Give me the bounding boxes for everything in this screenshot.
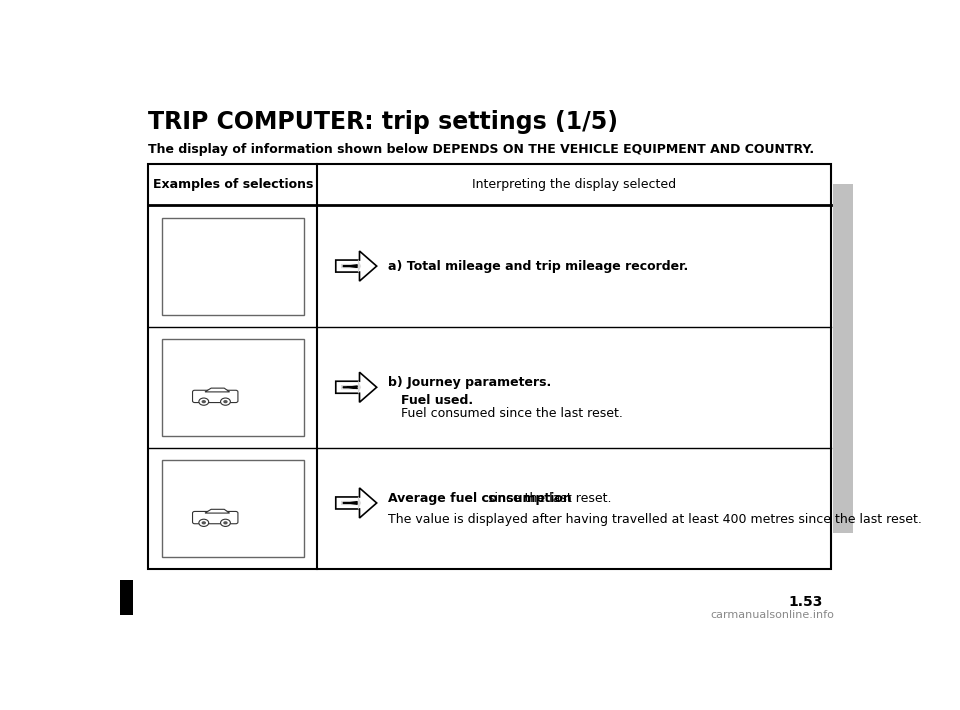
Polygon shape [336, 251, 376, 281]
Polygon shape [341, 380, 361, 395]
Circle shape [221, 398, 230, 405]
Text: Fuel used.: Fuel used. [401, 394, 473, 407]
Text: TRIP COMPUTER: trip settings (1/5): TRIP COMPUTER: trip settings (1/5) [148, 110, 618, 133]
Text: Fuel used: Fuel used [203, 349, 263, 363]
Polygon shape [341, 496, 361, 510]
Text: •: • [166, 506, 175, 521]
Circle shape [224, 400, 228, 403]
Polygon shape [344, 501, 357, 504]
Text: Average fuel consumption: Average fuel consumption [388, 492, 571, 505]
Text: 112. 4 KM: 112. 4 KM [202, 266, 264, 279]
Text: The value is displayed after having travelled at least 400 metres since the last: The value is displayed after having trav… [388, 513, 922, 526]
Circle shape [199, 519, 208, 526]
Bar [161, 217, 303, 315]
Text: ....: .... [171, 508, 186, 520]
Text: 7.2 L/100: 7.2 L/100 [237, 508, 297, 520]
Polygon shape [205, 388, 229, 392]
Text: •: • [166, 386, 175, 400]
Text: 101778 KM: 101778 KM [198, 253, 268, 266]
Text: carmanualsonline.info: carmanualsonline.info [710, 610, 834, 620]
Circle shape [202, 400, 206, 403]
Bar [161, 460, 303, 557]
Text: b) Journey parameters.: b) Journey parameters. [388, 376, 551, 389]
Bar [120, 580, 133, 616]
Polygon shape [336, 488, 376, 518]
Text: since the last reset.: since the last reset. [484, 492, 612, 505]
Polygon shape [341, 258, 361, 273]
Text: The display of information shown below DEPENDS ON THE VEHICLE EQUIPMENT AND COUN: The display of information shown below D… [148, 143, 814, 155]
Text: Examples of selections: Examples of selections [153, 178, 313, 192]
Bar [832, 184, 852, 533]
Text: Average: Average [207, 471, 258, 484]
Text: a) Total mileage and trip mileage recorder.: a) Total mileage and trip mileage record… [388, 260, 688, 273]
Text: ....: .... [171, 386, 186, 399]
Text: 8 L: 8 L [277, 386, 297, 399]
Circle shape [224, 521, 228, 525]
Text: Interpreting the display selected: Interpreting the display selected [471, 178, 676, 192]
Circle shape [221, 519, 230, 526]
Polygon shape [205, 509, 229, 513]
Circle shape [202, 521, 206, 525]
Text: Fuel consumed since the last reset.: Fuel consumed since the last reset. [401, 408, 623, 420]
Text: 1.53: 1.53 [789, 595, 823, 609]
FancyBboxPatch shape [193, 511, 238, 524]
Polygon shape [344, 265, 357, 268]
Bar [161, 339, 303, 436]
Polygon shape [336, 372, 376, 403]
Polygon shape [344, 386, 357, 388]
Circle shape [199, 398, 208, 405]
FancyBboxPatch shape [193, 391, 238, 403]
Bar [148, 165, 830, 569]
